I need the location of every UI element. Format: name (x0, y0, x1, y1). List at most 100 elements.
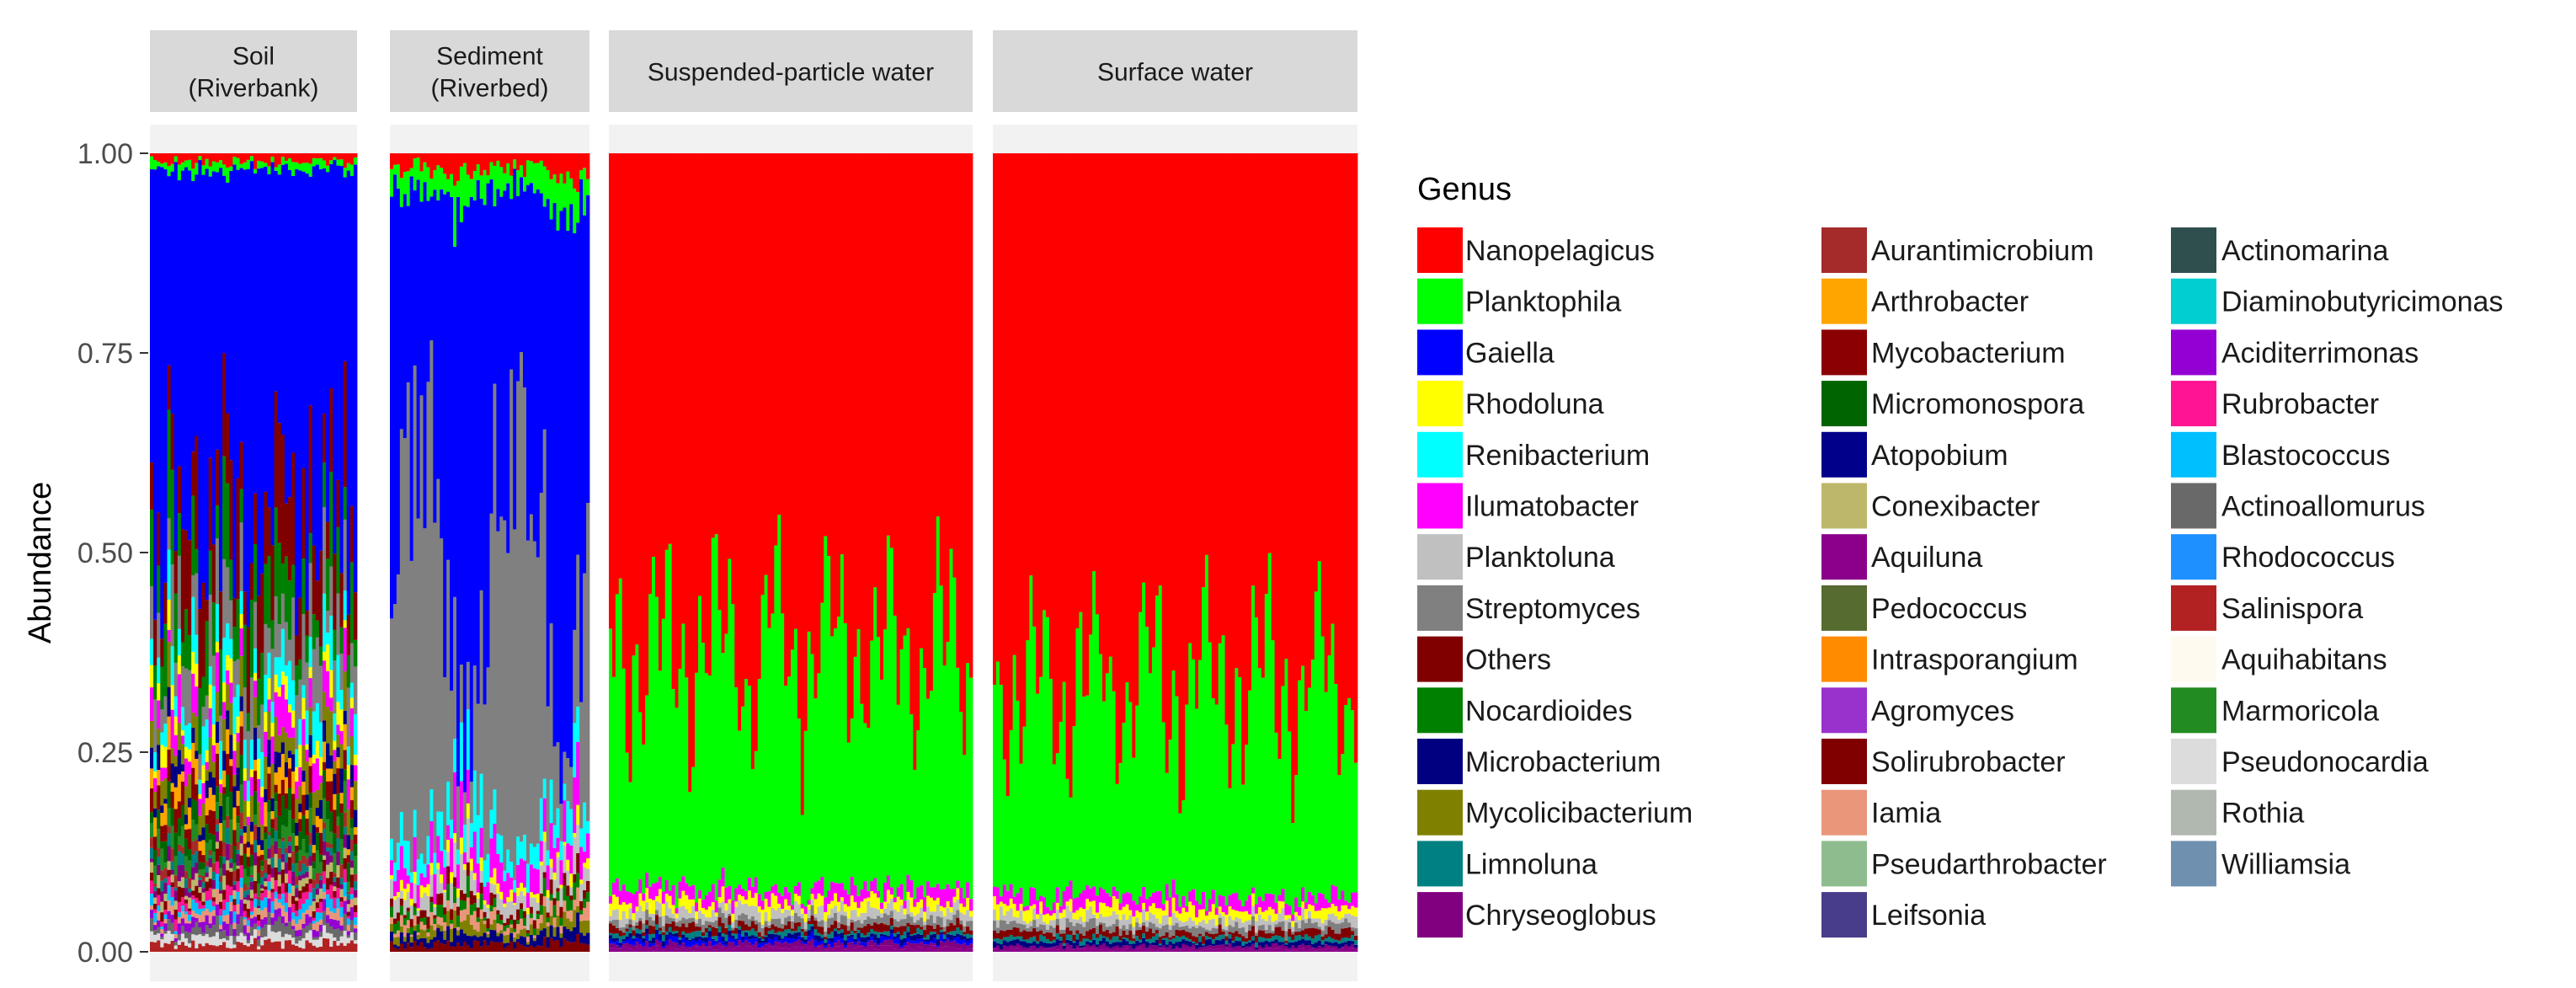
bar-segment (406, 920, 411, 928)
bar-segment (1161, 935, 1166, 938)
bar-segment (229, 820, 233, 845)
bar-segment (246, 780, 251, 802)
bar-segment (195, 758, 199, 785)
bar-segment (215, 904, 220, 916)
bar-segment (899, 905, 904, 920)
bar-segment (489, 179, 493, 514)
bar-segment (409, 883, 414, 900)
bar-segment (777, 940, 781, 943)
bar-segment (625, 923, 629, 929)
bar-segment (658, 916, 663, 928)
bar-segment (1204, 911, 1209, 916)
bar-segment (569, 766, 573, 809)
bar-segment (349, 176, 355, 506)
bar-segment (688, 948, 692, 952)
bar-segment (160, 880, 164, 892)
bar-segment (191, 854, 195, 868)
bar-segment (642, 942, 646, 947)
bar-segment (1334, 933, 1338, 940)
bar-segment (1105, 946, 1110, 950)
bar-segment (208, 867, 213, 879)
bar-segment (205, 153, 210, 159)
bar-segment (205, 168, 210, 601)
bar-segment (222, 770, 227, 788)
bar-segment (1135, 936, 1139, 941)
bar-segment (966, 938, 970, 943)
bar-segment (714, 920, 718, 928)
bar-segment (180, 665, 185, 708)
bar-segment (249, 563, 254, 601)
bar-segment (566, 153, 570, 172)
bar-segment (267, 507, 271, 557)
bar-segment (1022, 906, 1027, 911)
bar-segment (153, 777, 157, 793)
bar-segment (1337, 943, 1341, 948)
bar-segment (205, 695, 210, 720)
bar-segment (346, 849, 351, 856)
bar-segment (326, 743, 330, 769)
bar-segment (1082, 935, 1086, 939)
bar-segment (688, 153, 692, 793)
bar-segment (556, 837, 560, 852)
bar-segment (336, 898, 340, 909)
bar-segment (215, 915, 220, 932)
bar-segment (1096, 926, 1100, 934)
bar-segment (312, 852, 317, 862)
bar-segment (426, 836, 430, 865)
bar-segment (1048, 932, 1053, 942)
facet-strip-label: Surface water (1097, 59, 1253, 87)
bar-segment (807, 631, 811, 900)
bar-segment (496, 833, 500, 854)
bar-segment (459, 929, 464, 947)
bar-segment (188, 860, 192, 879)
bar-segment (291, 175, 296, 453)
bar-segment (333, 890, 337, 898)
bar-segment (625, 936, 629, 941)
bar-segment (899, 884, 904, 900)
bar-segment (685, 949, 689, 952)
bar-segment (232, 862, 237, 871)
bar-segment (963, 939, 967, 943)
bar-segment (157, 857, 161, 865)
facet-panel: Sediment(Riverbed) (390, 30, 590, 981)
bar-segment (664, 940, 669, 945)
bar-segment (353, 164, 358, 593)
bar-segment (232, 598, 237, 628)
bar-segment (1310, 905, 1315, 919)
bar-segment (853, 948, 857, 952)
bar-segment (903, 926, 907, 932)
bar-segment (232, 786, 237, 808)
bar-segment (298, 929, 302, 937)
bar-segment (1055, 887, 1060, 903)
bar-segment (513, 168, 517, 530)
bar-segment (1245, 938, 1249, 943)
bar-segment (787, 937, 792, 944)
bar-segment (257, 153, 261, 161)
bar-segment (295, 781, 299, 799)
bar-segment (856, 929, 861, 933)
bar-segment (678, 927, 682, 937)
bar-segment (392, 153, 397, 165)
bar-segment (423, 863, 427, 878)
bar-segment (280, 948, 285, 952)
bar-segment (1274, 920, 1278, 925)
bar-segment (312, 911, 317, 918)
bar-segment (1072, 941, 1076, 943)
bar-segment (916, 946, 920, 952)
bar-segment (315, 158, 320, 165)
bar-segment (253, 923, 258, 930)
bar-segment (1337, 899, 1341, 911)
bar-segment (239, 163, 244, 168)
bar-segment (827, 890, 831, 905)
bar-segment (163, 933, 168, 943)
bar-segment (246, 841, 251, 848)
bar-segment (1281, 921, 1285, 931)
bar-segment (239, 441, 244, 489)
bar-segment (288, 857, 292, 871)
bar-segment (1036, 949, 1040, 952)
bar-segment (1294, 942, 1299, 948)
bar-segment (870, 925, 874, 929)
bar-segment (170, 874, 175, 883)
bar-segment (433, 169, 437, 190)
bar-segment (396, 937, 401, 947)
